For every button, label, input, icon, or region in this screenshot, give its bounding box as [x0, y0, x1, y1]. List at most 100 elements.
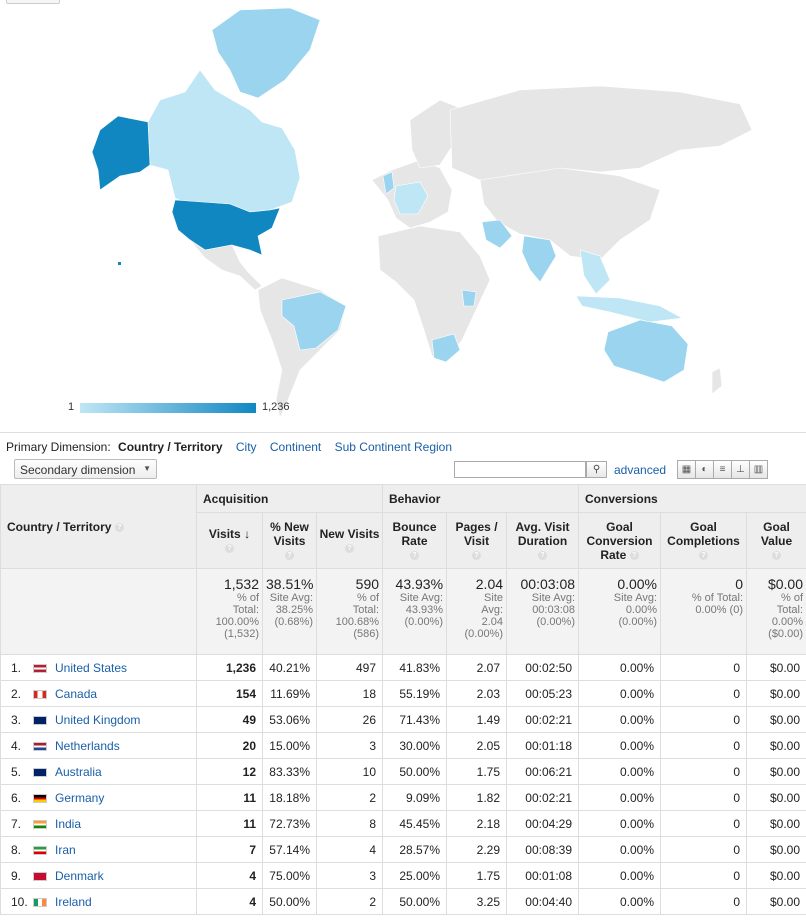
dimension-link-city[interactable]: City	[235, 440, 257, 454]
primary-dimension-label: Primary Dimension:	[6, 440, 111, 454]
country-link[interactable]: Australia	[55, 764, 102, 779]
help-icon: ?	[538, 550, 548, 560]
secondary-dimension-label: Secondary dimension	[20, 463, 136, 477]
sort-desc-icon: ↓	[244, 526, 251, 541]
cell-visits: 49	[196, 706, 263, 733]
cell-goal-rate: 0.00%	[578, 862, 662, 889]
legend-max: 1,236	[262, 401, 290, 413]
col-header-goal-rate[interactable]: Goal Conversion Rate ?	[578, 512, 662, 569]
cell-new-visits: 18	[315, 680, 384, 707]
map-region-hawaii	[118, 262, 121, 265]
cell-goal-value: $0.00	[746, 732, 806, 759]
cell-bounce: 55.19%	[382, 680, 448, 707]
cell-country: 1. United States	[0, 654, 197, 681]
col-header-avg-duration[interactable]: Avg. Visit Duration?	[506, 512, 580, 569]
group-header-conversions: Conversions	[578, 484, 806, 513]
pivot-view-icon[interactable]: ▥	[749, 460, 768, 479]
cell-pages: 2.29	[446, 836, 508, 863]
cell-bounce: 50.00%	[382, 888, 448, 915]
country-link[interactable]: United States	[55, 660, 128, 675]
performance-view-icon[interactable]: ≡	[713, 460, 732, 479]
collapsed-button[interactable]	[6, 0, 60, 4]
col-header-new-visits-pct[interactable]: % New Visits?	[262, 512, 317, 569]
total-new-visits: 590% of Total: 100.68% (586)	[315, 568, 384, 655]
cell-goal-value: $0.00	[746, 706, 806, 733]
cell-pages: 1.49	[446, 706, 508, 733]
table-row: 10. Ireland 4 50.00% 2 50.00% 3.25 00:04:40 0.00…	[0, 888, 806, 915]
cell-pages: 2.05	[446, 732, 508, 759]
dimension-link-subcontinent[interactable]: Sub Continent Region	[334, 440, 453, 454]
cell-country: 5. Australia	[0, 758, 197, 785]
cell-visits: 12	[196, 758, 263, 785]
row-index: 9.	[11, 868, 22, 883]
map-region-kenya	[461, 289, 477, 307]
col-header-bounce-rate[interactable]: Bounce Rate?	[382, 512, 448, 569]
cell-new-visits: 2	[315, 888, 384, 915]
map-region-united-states	[171, 199, 281, 256]
cell-visits: 20	[196, 732, 263, 759]
table-row: 5. Australia 12 83.33% 10 50.00% 1.75 00:06:21 0…	[0, 758, 806, 785]
country-link[interactable]: United Kingdom	[55, 712, 141, 727]
country-link[interactable]: India	[55, 816, 82, 831]
row-index: 4.	[11, 738, 22, 753]
table-row: 7. India 11 72.73% 8 45.45% 2.18 00:04:29 0.00% 0…	[0, 810, 806, 837]
help-icon: ?	[114, 522, 124, 532]
cell-country: 2. Canada	[0, 680, 197, 707]
country-link[interactable]: Netherlands	[55, 738, 120, 753]
total-visits: 1,532% of Total: 100.00% (1,532)	[196, 568, 263, 655]
cell-new-visits: 4	[315, 836, 384, 863]
col-header-country[interactable]: Country / Territory ?	[0, 484, 197, 569]
country-link[interactable]: Denmark	[55, 868, 104, 883]
map-region-south-africa	[431, 333, 461, 363]
cell-new-pct: 72.73%	[262, 810, 317, 837]
cell-goal-rate: 0.00%	[578, 810, 662, 837]
country-link[interactable]: Germany	[55, 790, 105, 805]
cell-visits: 7	[196, 836, 263, 863]
col-header-goal-value[interactable]: Goal Value?	[746, 512, 806, 569]
report-table: Country / Territory ? Acquisition Behavi…	[0, 484, 806, 915]
cell-visits: 4	[196, 888, 263, 915]
cell-country: 6. Germany	[0, 784, 197, 811]
cell-duration: 00:02:21	[506, 706, 580, 733]
cell-new-pct: 15.00%	[262, 732, 317, 759]
table-search-input[interactable]	[454, 461, 586, 478]
cell-goal-completions: 0	[660, 680, 748, 707]
total-new-pct: 38.51% Site Avg: 38.25% (0.68%)	[262, 568, 317, 655]
cell-goal-completions: 0	[660, 784, 748, 811]
row-index: 3.	[11, 712, 22, 727]
map-region-uk	[382, 171, 395, 195]
pie-view-icon[interactable]: ◐	[695, 460, 714, 479]
cell-goal-value: $0.00	[746, 836, 806, 863]
world-map[interactable]: 1 1,236	[0, 0, 806, 432]
de-flag-icon	[33, 793, 47, 803]
cell-new-pct: 18.18%	[262, 784, 317, 811]
total-goal-completions: 0% of Total: 0.00% (0)	[660, 568, 748, 655]
search-icon[interactable]: ⚲	[586, 461, 607, 478]
col-header-new-visits[interactable]: New Visits?	[315, 512, 384, 569]
country-link[interactable]: Canada	[55, 686, 98, 701]
table-view-icon[interactable]: ▦	[677, 460, 696, 479]
advanced-filter-link[interactable]: advanced	[614, 463, 667, 477]
nl-flag-icon	[33, 741, 47, 751]
col-header-goal-completions[interactable]: Goal Completions?	[660, 512, 748, 569]
comparison-view-icon[interactable]: ⊥	[731, 460, 750, 479]
cell-pages: 2.03	[446, 680, 508, 707]
table-row: 1. United States 1,236 40.21% 497 41.83% 2.07 0…	[0, 654, 806, 681]
help-icon: ?	[629, 550, 639, 560]
country-link[interactable]: Ireland	[55, 894, 92, 909]
total-pages: 2.04 Site Avg: 2.04 (0.00%)	[446, 568, 508, 655]
map-region-alaska	[91, 115, 151, 191]
cell-bounce: 9.09%	[382, 784, 448, 811]
col-header-pages-visit[interactable]: Pages / Visit?	[446, 512, 508, 569]
cell-new-visits: 8	[315, 810, 384, 837]
cell-new-visits: 2	[315, 784, 384, 811]
row-index: 10.	[11, 894, 28, 909]
cell-goal-rate: 0.00%	[578, 758, 662, 785]
col-header-visits[interactable]: Visits ↓?	[196, 512, 263, 569]
secondary-dimension-dropdown[interactable]: Secondary dimension ▼	[14, 459, 157, 479]
ie-flag-icon	[33, 897, 47, 907]
dimension-link-continent[interactable]: Continent	[269, 440, 322, 454]
country-link[interactable]: Iran	[55, 842, 76, 857]
cell-visits: 11	[196, 784, 263, 811]
cell-goal-rate: 0.00%	[578, 706, 662, 733]
